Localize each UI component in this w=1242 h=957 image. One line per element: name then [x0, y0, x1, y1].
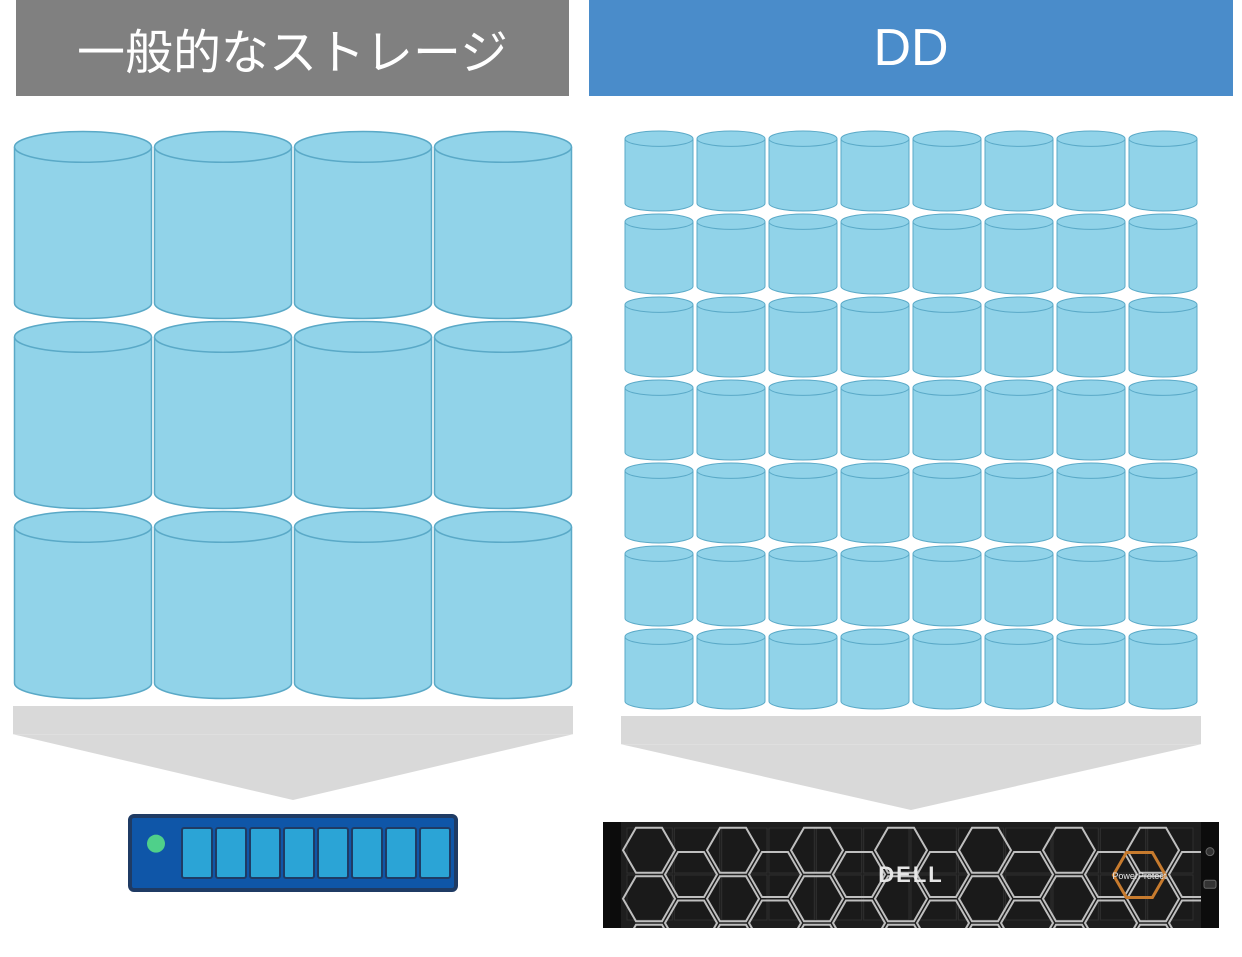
left-column: 一般的なストレージ	[16, 0, 569, 892]
cylinder-icon	[1056, 213, 1126, 295]
cylinder-icon	[912, 130, 982, 212]
cylinder-icon	[840, 545, 910, 627]
left-header: 一般的なストレージ	[16, 0, 569, 96]
cylinder-icon	[984, 296, 1054, 378]
cylinder-icon	[768, 462, 838, 544]
cylinder-icon	[768, 379, 838, 461]
cylinder-icon	[912, 462, 982, 544]
cylinder-icon	[293, 510, 433, 700]
cylinder-icon	[1128, 130, 1198, 212]
cylinder-icon	[912, 213, 982, 295]
cylinder-icon	[696, 213, 766, 295]
left-header-label: 一般的なストレージ	[77, 13, 508, 83]
cylinder-icon	[768, 130, 838, 212]
cylinder-icon	[1056, 130, 1126, 212]
cylinder-icon	[768, 628, 838, 710]
cylinder-icon	[1128, 462, 1198, 544]
generic-storage-device	[128, 814, 458, 892]
left-arrow	[13, 706, 573, 800]
cylinder-icon	[1056, 545, 1126, 627]
cylinder-icon	[912, 628, 982, 710]
cylinder-icon	[984, 213, 1054, 295]
cylinder-icon	[1128, 213, 1198, 295]
cylinder-icon	[984, 545, 1054, 627]
cylinder-icon	[1128, 628, 1198, 710]
right-header-label: DD	[873, 18, 948, 78]
cylinder-icon	[768, 296, 838, 378]
cylinder-icon	[624, 462, 694, 544]
cylinder-icon	[1056, 379, 1126, 461]
cylinder-icon	[984, 130, 1054, 212]
cylinder-icon	[1128, 545, 1198, 627]
cylinder-icon	[912, 545, 982, 627]
cylinder-icon	[1128, 379, 1198, 461]
right-arrow	[621, 716, 1201, 810]
cylinder-icon	[13, 510, 153, 700]
cylinder-icon	[840, 628, 910, 710]
cylinder-icon	[912, 296, 982, 378]
cylinder-icon	[153, 510, 293, 700]
left-cylinder-grid	[13, 130, 573, 700]
cylinder-icon	[840, 296, 910, 378]
svg-text:PowerProtect: PowerProtect	[1112, 871, 1167, 881]
cylinder-icon	[840, 213, 910, 295]
dell-powerprotect-device: DELL PowerProtect	[603, 822, 1219, 928]
cylinder-icon	[13, 130, 153, 320]
cylinder-icon	[433, 320, 573, 510]
cylinder-icon	[293, 320, 433, 510]
cylinder-icon	[153, 130, 293, 320]
cylinder-icon	[696, 379, 766, 461]
cylinder-icon	[696, 130, 766, 212]
cylinder-icon	[624, 545, 694, 627]
svg-text:DELL: DELL	[878, 862, 943, 887]
cylinder-icon	[696, 545, 766, 627]
right-header: DD	[589, 0, 1233, 96]
cylinder-icon	[696, 296, 766, 378]
cylinder-icon	[768, 213, 838, 295]
cylinder-icon	[153, 320, 293, 510]
right-column: DD	[589, 0, 1233, 928]
cylinder-icon	[624, 379, 694, 461]
cylinder-icon	[696, 462, 766, 544]
cylinder-icon	[13, 320, 153, 510]
cylinder-icon	[840, 379, 910, 461]
cylinder-icon	[912, 379, 982, 461]
cylinder-icon	[840, 130, 910, 212]
cylinder-icon	[984, 379, 1054, 461]
cylinder-icon	[1056, 296, 1126, 378]
cylinder-icon	[984, 462, 1054, 544]
cylinder-icon	[624, 296, 694, 378]
cylinder-icon	[768, 545, 838, 627]
cylinder-icon	[984, 628, 1054, 710]
cylinder-icon	[624, 213, 694, 295]
cylinder-icon	[840, 462, 910, 544]
cylinder-icon	[624, 628, 694, 710]
cylinder-icon	[433, 510, 573, 700]
cylinder-icon	[1128, 296, 1198, 378]
cylinder-icon	[433, 130, 573, 320]
cylinder-icon	[624, 130, 694, 212]
cylinder-icon	[1056, 628, 1126, 710]
right-cylinder-grid	[624, 130, 1198, 710]
cylinder-icon	[293, 130, 433, 320]
cylinder-icon	[696, 628, 766, 710]
cylinder-icon	[1056, 462, 1126, 544]
